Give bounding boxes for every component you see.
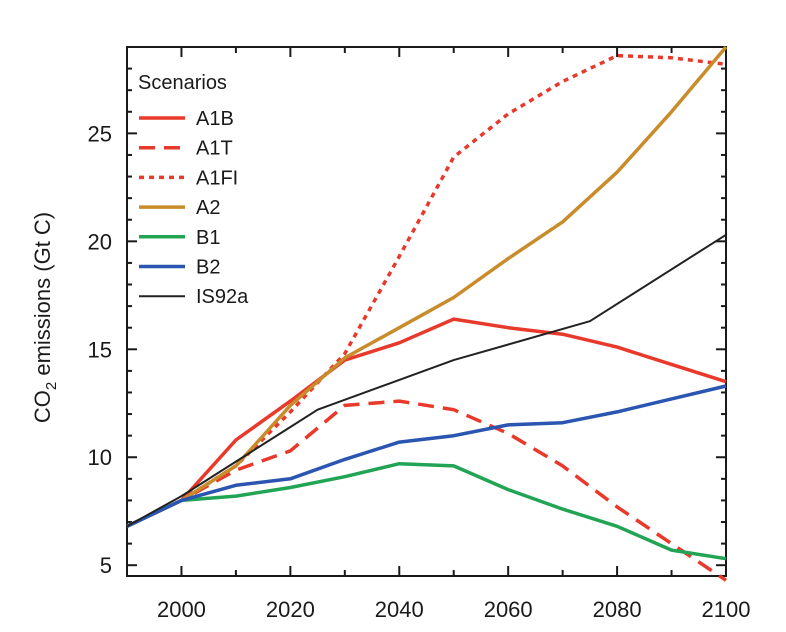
y-axis-title: CO2 emissions (Gt C) [30,212,60,423]
series-line-b2 [126,384,727,528]
x-tick-label: 2100 [702,597,751,622]
y-tick-label: 10 [88,445,112,470]
legend-title: Scenarios [138,72,227,94]
legend-label-a2: A2 [196,197,220,219]
x-tick-label: 2020 [266,597,315,622]
series-line-is92a [126,233,727,528]
legend-label-b2: B2 [196,257,220,279]
legend-label-is92a: IS92a [196,286,249,308]
series-line-a2 [126,45,728,528]
series-lines [126,45,728,582]
plot-frame [126,46,727,577]
series-line-a1t [126,399,727,582]
legend-label-a1t: A1T [196,138,233,160]
x-tick-label: 2040 [375,597,424,622]
legend-label-a1b: A1B [196,108,234,130]
series-line-a1b [126,317,727,528]
tick-labels: 2000 2020 2040 2060 2080 2100 5 10 15 20 25 [88,121,751,622]
legend-label-b1: B1 [196,227,220,249]
y-tick-label: 20 [88,229,112,254]
legend: Scenarios A1B A1T A1FI A2 B1 B2 IS92a [138,72,249,308]
y-tick-label: 25 [88,121,112,146]
y-tick-label: 15 [88,337,112,362]
series-line-b1 [126,461,727,561]
y-axis-title-sub: 2 [43,382,60,390]
legend-label-a1fi: A1FI [196,167,238,189]
x-tick-label: 2000 [157,597,206,622]
x-tick-label: 2060 [484,597,533,622]
x-tick-label: 2080 [593,597,642,622]
y-tick-label: 5 [100,553,112,578]
y-axis-title-pre: CO [30,390,55,423]
y-axis-title-post: emissions (Gt C) [30,212,55,382]
